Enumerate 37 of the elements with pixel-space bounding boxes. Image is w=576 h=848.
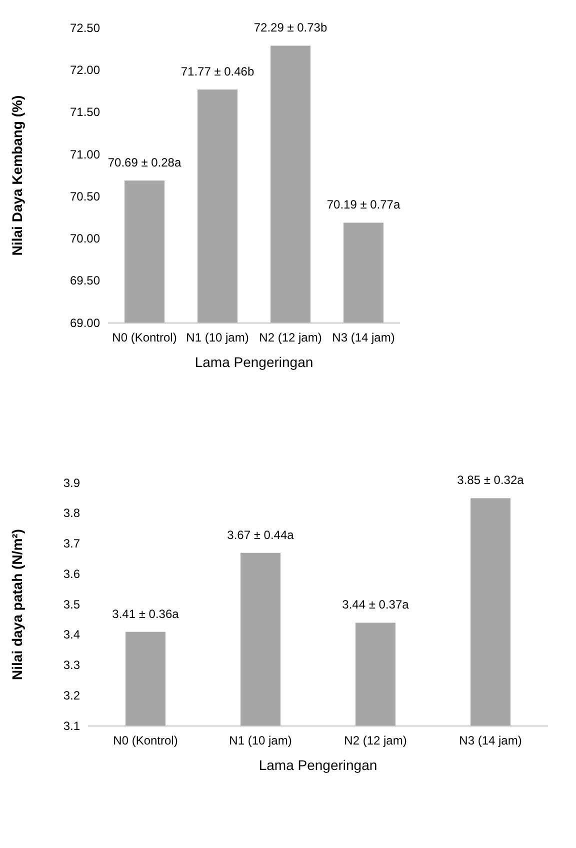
y-tick-label: 69.50	[70, 274, 100, 288]
data-label: 3.85 ± 0.32a	[457, 473, 524, 488]
y-axis-title: Nilai daya patah (N/m²)	[9, 529, 25, 680]
y-tick-label: 72.50	[70, 20, 100, 35]
y-tick-label: 3.3	[63, 658, 80, 672]
y-tick-label: 3.8	[63, 506, 80, 520]
data-label: 3.67 ± 0.44a	[227, 528, 294, 542]
x-tick-label: N3 (14 jam)	[459, 734, 522, 748]
x-tick-label: N3 (14 jam)	[332, 330, 395, 345]
y-tick-label: 3.5	[63, 597, 80, 612]
data-label: 3.44 ± 0.37a	[342, 598, 410, 612]
y-tick-label: 70.50	[70, 189, 100, 204]
y-tick-label: 70.00	[70, 232, 100, 246]
y-tick-label: 3.2	[63, 688, 80, 702]
y-tick-label: 71.50	[70, 105, 100, 120]
data-label: 70.19 ± 0.77a	[326, 198, 400, 212]
y-tick-label: 69.00	[70, 316, 100, 330]
y-tick-label: 3.1	[63, 718, 80, 733]
y-tick-label: 72.00	[70, 62, 100, 77]
x-axis-title: Lama Pengeringan	[258, 757, 378, 773]
x-tick-label: N2 (12 jam)	[259, 330, 322, 345]
y-axis-title: Nilai Daya Kembang (%)	[9, 95, 25, 256]
data-label: 71.77 ± 0.46b	[180, 64, 254, 79]
data-label: 3.41 ± 0.36a	[112, 606, 180, 621]
data-label: 72.29 ± 0.73b	[254, 20, 328, 35]
y-tick-label: 3.6	[63, 566, 80, 581]
y-tick-label: 71.00	[70, 147, 100, 162]
x-tick-label: N0 (Kontrol)	[113, 734, 178, 748]
y-tick-label: 3.7	[63, 536, 80, 551]
y-tick-label: 3.9	[63, 476, 80, 490]
x-tick-label: N1 (10 jam)	[186, 330, 249, 345]
data-label: 70.69 ± 0.28a	[108, 156, 182, 170]
x-axis-title: Lama Pengeringan	[194, 354, 314, 370]
y-tick-label: 3.4	[63, 628, 80, 642]
x-tick-label: N0 (Kontrol)	[112, 330, 177, 345]
x-tick-label: N1 (10 jam)	[229, 734, 292, 748]
x-tick-label: N2 (12 jam)	[344, 734, 407, 748]
